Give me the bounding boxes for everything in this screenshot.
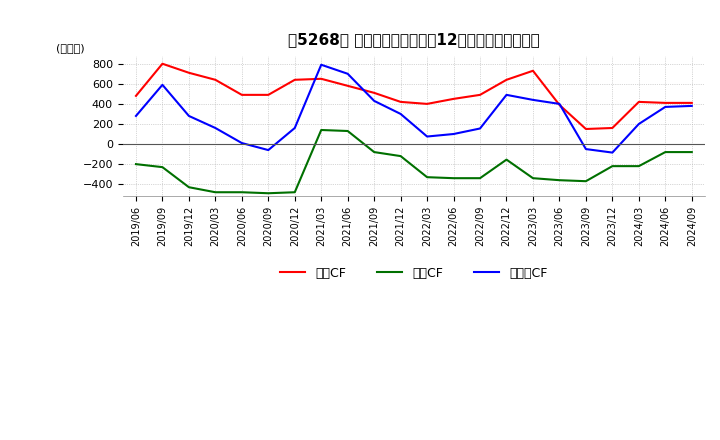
営業CF (688, 100, 696, 106)
フリーCF (502, 92, 510, 98)
投資CF (502, 157, 510, 162)
投資CF (634, 164, 643, 169)
営業CF (343, 83, 352, 88)
営業CF (184, 70, 193, 75)
フリーCF (317, 62, 325, 67)
フリーCF (396, 111, 405, 117)
フリーCF (555, 101, 564, 106)
営業CF (661, 100, 670, 106)
Title: 【5268】 キャッシュフローの12か月移動合計の推移: 【5268】 キャッシュフローの12か月移動合計の推移 (288, 33, 540, 48)
投資CF (317, 127, 325, 132)
フリーCF (158, 82, 167, 88)
営業CF (476, 92, 485, 98)
営業CF (502, 77, 510, 82)
投資CF (158, 165, 167, 170)
投資CF (423, 175, 431, 180)
投資CF (555, 178, 564, 183)
営業CF (264, 92, 273, 98)
投資CF (582, 179, 590, 184)
フリーCF (688, 103, 696, 109)
投資CF (290, 190, 299, 195)
フリーCF (264, 147, 273, 153)
フリーCF (343, 71, 352, 77)
フリーCF (370, 98, 379, 103)
Line: 投資CF: 投資CF (136, 130, 692, 193)
投資CF (396, 154, 405, 159)
投資CF (661, 150, 670, 155)
営業CF (158, 61, 167, 66)
投資CF (476, 176, 485, 181)
フリーCF (449, 132, 458, 137)
投資CF (688, 150, 696, 155)
Line: 営業CF: 営業CF (136, 64, 692, 129)
投資CF (184, 184, 193, 190)
フリーCF (290, 125, 299, 131)
営業CF (317, 76, 325, 81)
投資CF (132, 161, 140, 167)
フリーCF (528, 97, 537, 103)
営業CF (449, 96, 458, 102)
フリーCF (132, 114, 140, 119)
営業CF (132, 93, 140, 99)
営業CF (528, 68, 537, 73)
投資CF (528, 176, 537, 181)
Legend: 営業CF, 投資CF, フリーCF: 営業CF, 投資CF, フリーCF (275, 261, 553, 285)
フリーCF (211, 125, 220, 131)
フリーCF (238, 140, 246, 146)
フリーCF (661, 104, 670, 110)
営業CF (290, 77, 299, 82)
営業CF (423, 101, 431, 106)
投資CF (343, 128, 352, 134)
営業CF (238, 92, 246, 98)
営業CF (634, 99, 643, 105)
フリーCF (476, 126, 485, 131)
投資CF (449, 176, 458, 181)
フリーCF (634, 121, 643, 127)
フリーCF (608, 150, 617, 155)
投資CF (264, 191, 273, 196)
投資CF (238, 190, 246, 195)
フリーCF (582, 147, 590, 152)
Y-axis label: (百万円): (百万円) (56, 43, 85, 53)
営業CF (582, 126, 590, 132)
営業CF (608, 125, 617, 131)
営業CF (555, 102, 564, 107)
投資CF (370, 150, 379, 155)
フリーCF (423, 134, 431, 139)
営業CF (370, 90, 379, 95)
営業CF (211, 77, 220, 82)
投資CF (608, 164, 617, 169)
フリーCF (184, 114, 193, 119)
営業CF (396, 99, 405, 105)
Line: フリーCF: フリーCF (136, 65, 692, 153)
投資CF (211, 190, 220, 195)
